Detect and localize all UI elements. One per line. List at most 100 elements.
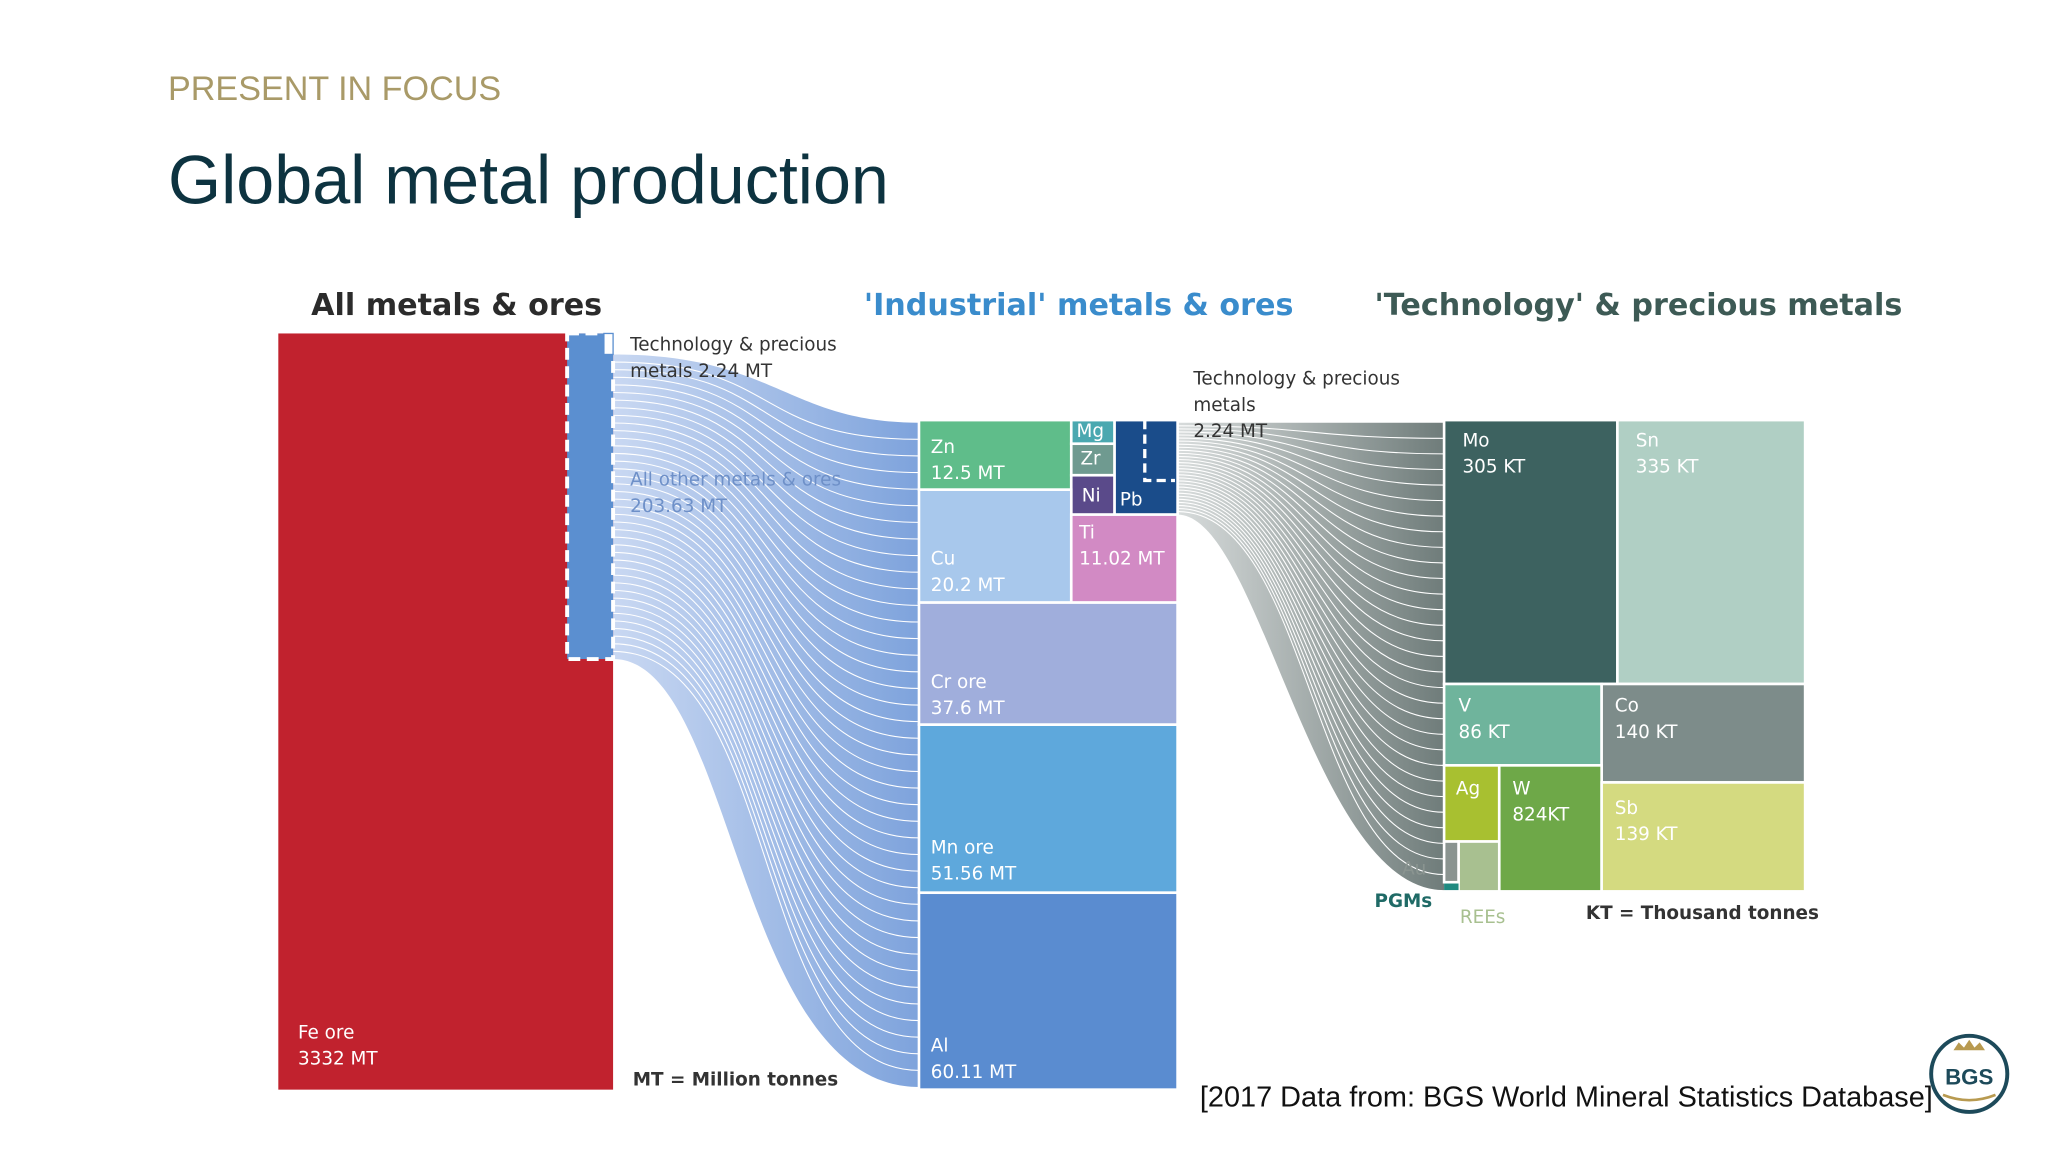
flow-line bbox=[1177, 458, 1445, 611]
sb-block bbox=[1600, 781, 1807, 893]
flow-line bbox=[1177, 489, 1445, 766]
block-name: Pb bbox=[1120, 489, 1143, 510]
flow-line bbox=[613, 589, 919, 939]
panel-heading: All metals & ores bbox=[311, 288, 602, 323]
flow-line bbox=[613, 407, 919, 540]
sn-block bbox=[1616, 418, 1807, 686]
flow-line bbox=[613, 574, 919, 905]
flow-line bbox=[1177, 437, 1445, 502]
flow-line bbox=[613, 559, 919, 872]
al-block bbox=[917, 891, 1179, 1091]
flow-line bbox=[613, 567, 919, 889]
flow-label: Technology & precious bbox=[629, 335, 837, 356]
flow-line bbox=[613, 392, 919, 507]
block-name: Fe ore bbox=[298, 1022, 354, 1043]
flow-line bbox=[1177, 431, 1445, 470]
flow-line bbox=[1177, 501, 1445, 829]
flow-line bbox=[613, 612, 919, 988]
ag-block bbox=[1442, 764, 1501, 843]
w-block bbox=[1497, 764, 1603, 893]
cr-block bbox=[917, 601, 1179, 726]
flow-line bbox=[613, 536, 919, 822]
flow-line bbox=[613, 643, 919, 1055]
flow-line bbox=[1177, 486, 1445, 751]
flow-line bbox=[613, 650, 919, 1071]
mo-block bbox=[1442, 418, 1619, 686]
tech-outline bbox=[1143, 420, 1175, 483]
flow-line bbox=[613, 468, 919, 673]
block-name: Mn ore bbox=[931, 837, 994, 858]
flow-line bbox=[1177, 504, 1445, 844]
flow-line bbox=[613, 551, 919, 856]
flow-line bbox=[1177, 477, 1445, 704]
flow-line bbox=[613, 422, 919, 573]
flow-label: Technology & precious bbox=[1192, 369, 1400, 390]
logo-text: BGS bbox=[1945, 1064, 1993, 1089]
flow-line bbox=[1177, 492, 1445, 782]
flow-line bbox=[613, 628, 919, 1022]
logo-wave bbox=[1942, 1093, 1996, 1102]
flow-line bbox=[613, 506, 919, 756]
block-amount: 335 KT bbox=[1636, 457, 1699, 478]
flow-line bbox=[613, 521, 919, 789]
small-label: Au bbox=[1402, 858, 1426, 879]
co-block bbox=[1600, 682, 1807, 784]
tech-block bbox=[603, 332, 614, 356]
flow-line bbox=[613, 445, 919, 623]
flow-line bbox=[1177, 425, 1445, 439]
block-name: Zr bbox=[1080, 449, 1101, 470]
zn-block bbox=[917, 418, 1073, 491]
block-amount: 20.2 MT bbox=[931, 575, 1006, 596]
block-name: Sn bbox=[1636, 430, 1659, 451]
block-name: Zn bbox=[931, 437, 955, 458]
block-name: Mo bbox=[1462, 430, 1489, 451]
flow-line bbox=[613, 620, 919, 1005]
flow-label: metals 2.24 MT bbox=[630, 361, 773, 382]
pgm-block bbox=[1444, 883, 1459, 891]
unit-note: KT = Thousand tonnes bbox=[1586, 903, 1819, 924]
flow-line bbox=[613, 437, 919, 606]
flow-line bbox=[1177, 471, 1445, 673]
block-amount: 824KT bbox=[1512, 805, 1570, 826]
flow-line bbox=[1177, 449, 1445, 564]
kicker: PRESENT IN FOCUS bbox=[168, 70, 501, 108]
flow-line bbox=[613, 452, 919, 640]
flow-line bbox=[1177, 455, 1445, 595]
block-amount: 3332 MT bbox=[298, 1049, 378, 1070]
other-block bbox=[565, 331, 616, 662]
flow-line bbox=[613, 490, 919, 723]
flow-line bbox=[613, 384, 919, 490]
block-name: Co bbox=[1615, 696, 1639, 717]
fe-block bbox=[278, 333, 614, 1090]
block-name: V bbox=[1459, 696, 1472, 717]
flow-line bbox=[613, 475, 919, 689]
flow-line bbox=[613, 513, 919, 773]
flow-line bbox=[613, 529, 919, 806]
flow-line bbox=[613, 361, 919, 440]
flow-label: 2.24 MT bbox=[1193, 421, 1268, 442]
flow-line bbox=[613, 483, 919, 706]
flow-line bbox=[1177, 468, 1445, 657]
flow-line bbox=[1177, 434, 1445, 486]
block-amount: 86 KT bbox=[1459, 722, 1511, 743]
flow-line bbox=[613, 635, 919, 1038]
flow-line bbox=[1177, 452, 1445, 580]
flow-line bbox=[1177, 483, 1445, 735]
block-amount: 305 KT bbox=[1462, 457, 1525, 478]
block-amount: 12.5 MT bbox=[931, 463, 1006, 484]
flow-line bbox=[1177, 511, 1445, 876]
block-name: W bbox=[1512, 778, 1530, 799]
flow-line bbox=[613, 376, 919, 474]
flow-line bbox=[1177, 443, 1445, 533]
logo-crown bbox=[1953, 1039, 1985, 1051]
slide-title: Global metal production bbox=[168, 142, 889, 218]
block-name: Al bbox=[931, 1036, 949, 1057]
block-name: Ti bbox=[1078, 522, 1095, 543]
flow-line bbox=[613, 460, 919, 656]
flow-line bbox=[1177, 507, 1445, 860]
flow-line bbox=[613, 498, 919, 739]
flow-line bbox=[613, 597, 919, 955]
cu-block bbox=[917, 488, 1073, 604]
small-label: REEs bbox=[1460, 907, 1506, 928]
